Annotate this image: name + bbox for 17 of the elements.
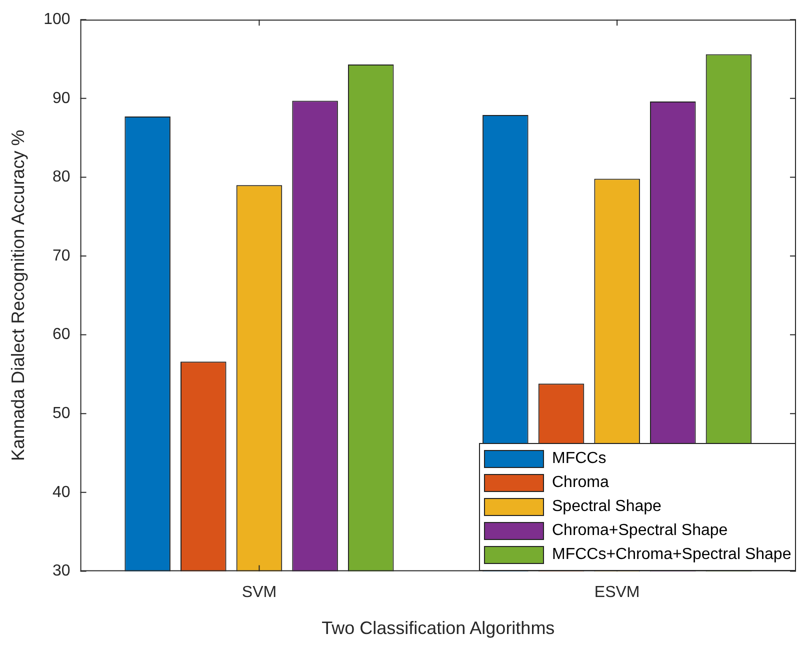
legend-label: MFCCs+Chroma+Spectral Shape [552,546,792,564]
x-tick-label: SVM [242,584,277,602]
legend-label: MFCCs [552,450,606,468]
legend-label: Chroma+Spectral Shape [552,522,728,540]
y-tick-label: 40 [52,484,70,501]
y-tick-label: 60 [52,326,70,344]
x-axis-title: Two Classification Algorithms [322,618,555,638]
legend-label: Chroma [552,474,609,492]
y-tick-label: 50 [52,405,70,422]
y-tick-label: 100 [44,11,70,28]
y-tick-label: 80 [52,168,70,186]
legend-label: Spectral Shape [552,498,662,516]
y-axis-title: Kannada Dialect Recognition Accuracy % [8,130,28,461]
x-tick-label: ESVM [594,584,640,602]
y-tick-label: 90 [52,90,70,107]
y-tick-label: 30 [52,562,70,580]
y-tick-label: 70 [52,247,70,264]
